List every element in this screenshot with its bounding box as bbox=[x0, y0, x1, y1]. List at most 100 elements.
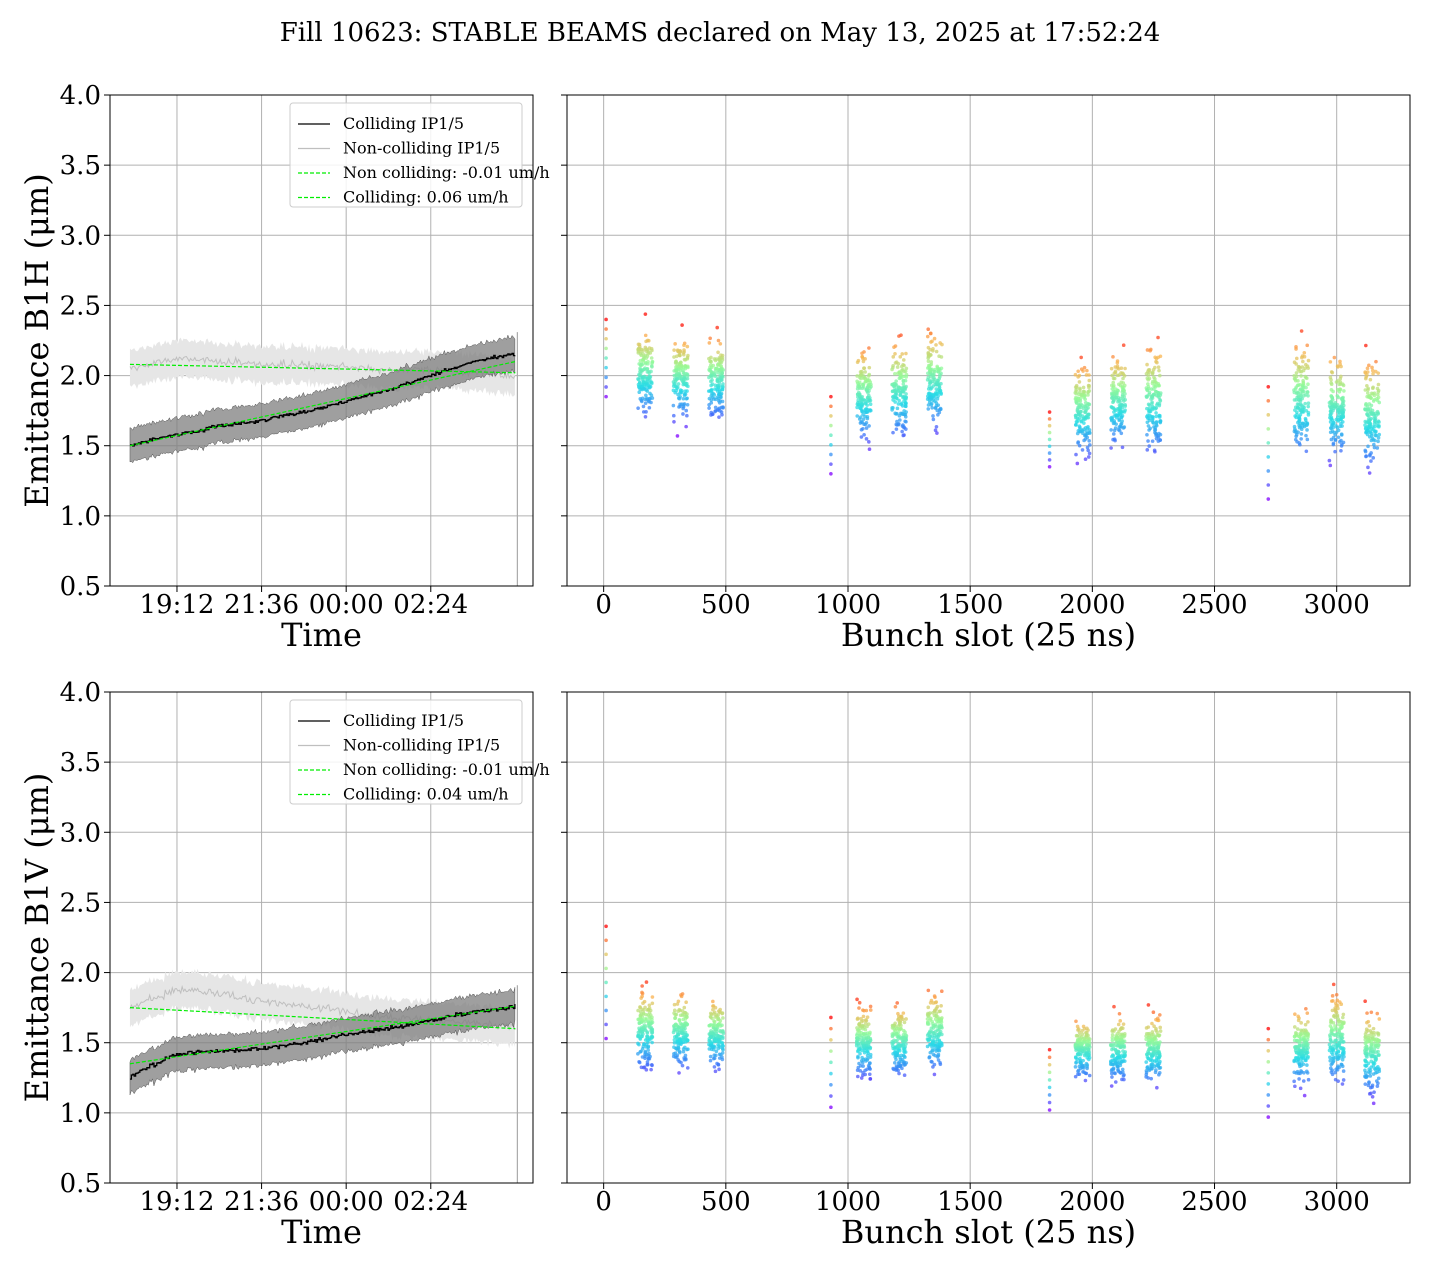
x-tick-label: 0 bbox=[595, 590, 612, 620]
bunch-point bbox=[1376, 390, 1381, 394]
bunch-point bbox=[934, 1014, 939, 1019]
bunch-point bbox=[1341, 410, 1346, 415]
bunch-point bbox=[1123, 1054, 1127, 1058]
bunch-point bbox=[1338, 380, 1343, 384]
y-tick-label: 4.0 bbox=[60, 81, 101, 111]
bunch-point bbox=[1157, 403, 1162, 408]
bunch-point bbox=[1292, 1038, 1297, 1043]
bunch-point bbox=[1336, 417, 1341, 422]
bunch-point bbox=[1376, 382, 1381, 387]
bunch-point bbox=[644, 339, 648, 344]
bunch-point bbox=[1146, 373, 1151, 377]
bunch-point bbox=[865, 1015, 870, 1019]
bunch-point bbox=[713, 1069, 718, 1074]
bunch-point bbox=[895, 1038, 899, 1043]
bunch-point bbox=[1305, 1071, 1310, 1075]
bunch-point bbox=[1341, 1021, 1345, 1026]
bunch-point bbox=[678, 374, 682, 379]
bunch-point bbox=[1082, 1037, 1087, 1041]
bunch-point bbox=[713, 405, 718, 410]
bunch-point bbox=[897, 1071, 901, 1076]
bunch-point bbox=[1334, 1067, 1338, 1072]
bunch-point bbox=[713, 1026, 717, 1031]
bunch-point bbox=[855, 392, 860, 397]
bunch-point bbox=[1153, 430, 1157, 435]
bunch-point bbox=[829, 471, 833, 476]
bunch-point bbox=[1119, 431, 1124, 436]
bunch-point bbox=[1342, 389, 1346, 393]
bunch-point bbox=[1266, 1104, 1271, 1108]
bunch-point bbox=[682, 1023, 687, 1028]
bunch-point bbox=[1151, 420, 1155, 425]
bunch-point bbox=[1144, 1037, 1148, 1042]
bunch-point bbox=[675, 1039, 680, 1043]
bunch-point bbox=[1074, 401, 1079, 405]
bunch-point bbox=[643, 1005, 647, 1010]
bunch-point bbox=[1120, 394, 1125, 399]
bunch-point bbox=[897, 414, 902, 418]
bunch-point bbox=[636, 377, 641, 382]
bunch-point bbox=[1372, 445, 1377, 450]
bunch-point bbox=[1300, 396, 1305, 401]
bunch-point bbox=[1078, 1041, 1083, 1046]
bunch-point bbox=[904, 375, 909, 379]
bunch-point bbox=[1330, 1026, 1334, 1031]
bunch-point bbox=[1334, 1026, 1338, 1031]
bunch-point bbox=[931, 398, 935, 403]
fit-noncolliding-line bbox=[129, 363, 516, 374]
bunch-point bbox=[1047, 1047, 1052, 1052]
bunch-point bbox=[900, 412, 905, 416]
bunch-point bbox=[642, 355, 646, 360]
bunch-point bbox=[1302, 1071, 1306, 1075]
x-tick-label: 500 bbox=[701, 1187, 751, 1217]
bunch-point bbox=[684, 424, 688, 429]
bunch-point bbox=[1334, 430, 1339, 434]
bunch-point bbox=[685, 1015, 689, 1020]
bunch-point bbox=[925, 378, 930, 382]
bunch-point bbox=[637, 342, 642, 347]
bunch-point bbox=[927, 1055, 932, 1059]
bunch-point bbox=[676, 1009, 681, 1013]
axes-frame bbox=[566, 691, 1411, 1184]
bunch-point bbox=[1371, 371, 1375, 376]
bunch-point bbox=[938, 374, 942, 379]
bunch-point bbox=[1111, 380, 1116, 385]
bunch-point bbox=[866, 1022, 871, 1026]
bunch-point bbox=[865, 385, 870, 390]
bunch-point bbox=[1376, 392, 1380, 397]
bunch-point bbox=[1119, 402, 1123, 407]
bunch-point bbox=[891, 363, 895, 368]
bunch-point bbox=[715, 395, 720, 400]
bunch-point bbox=[860, 397, 865, 402]
bunch-point bbox=[1047, 417, 1052, 421]
bunch-point bbox=[858, 1051, 862, 1056]
bunch-point bbox=[1266, 1060, 1271, 1064]
bunch-point bbox=[1074, 1061, 1078, 1065]
bunch-point bbox=[861, 1008, 865, 1012]
bunch-point bbox=[685, 372, 690, 377]
bunch-point bbox=[1086, 406, 1090, 410]
bunch-point bbox=[1298, 399, 1303, 404]
bunch-point bbox=[637, 1060, 642, 1065]
bunch-point bbox=[1299, 369, 1304, 374]
bunch-point bbox=[1156, 1045, 1161, 1049]
bunch-point bbox=[683, 1034, 688, 1039]
bunch-point bbox=[904, 366, 909, 371]
bunch-point bbox=[940, 342, 944, 347]
bunch-point bbox=[931, 347, 935, 351]
bunch-point bbox=[1147, 376, 1152, 381]
bunch-point bbox=[929, 1059, 934, 1064]
y-tick-label: 2.5 bbox=[60, 888, 101, 918]
x-tick-label: 19:12 bbox=[140, 590, 215, 620]
bunch-point bbox=[934, 343, 938, 347]
bunch-point bbox=[720, 1011, 724, 1016]
bunch-point bbox=[856, 1041, 861, 1046]
bunch-point bbox=[649, 1067, 653, 1072]
bunch-point bbox=[1364, 454, 1368, 458]
bunch-point bbox=[715, 379, 720, 383]
bunch-point bbox=[1366, 413, 1370, 418]
bunch-point bbox=[862, 1048, 867, 1053]
bunch-point bbox=[1296, 430, 1300, 434]
bunch-point bbox=[1327, 1042, 1332, 1047]
bunch-point bbox=[720, 377, 724, 382]
